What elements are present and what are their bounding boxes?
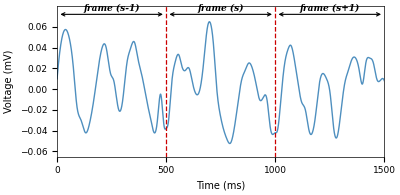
Text: frame (s): frame (s) [198,4,244,13]
Y-axis label: Voltage (mV): Voltage (mV) [4,50,14,113]
Text: frame (s+1): frame (s+1) [300,4,360,13]
X-axis label: Time (ms): Time (ms) [196,181,245,191]
Text: frame (s-1): frame (s-1) [83,4,140,13]
